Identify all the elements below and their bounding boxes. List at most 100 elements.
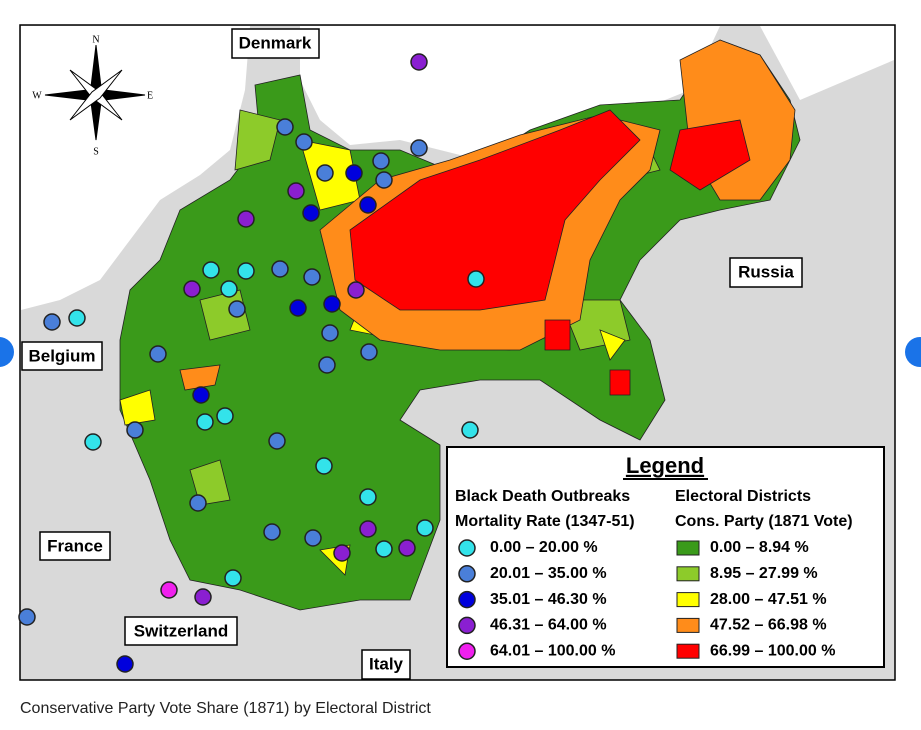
outbreak-dot [303, 268, 321, 286]
outbreak-dot [295, 133, 313, 151]
outbreak-dot [84, 433, 102, 451]
outbreak-dot [160, 581, 178, 599]
outbreak-dot [237, 262, 255, 280]
outbreak-dot [149, 345, 167, 363]
label-box [361, 649, 411, 680]
legend-label: 8.95 – 27.99 % [710, 565, 818, 582]
label-box [729, 257, 803, 288]
outbreak-dot [467, 270, 485, 288]
map: N S W E Denmark Russia Belgium France Sw… [18, 24, 896, 681]
baltic-sea [300, 26, 720, 160]
outbreak-dot [126, 421, 144, 439]
outbreak-dot [375, 171, 393, 189]
legend-swatch [458, 539, 476, 557]
outbreak-dot [345, 164, 363, 182]
outbreak-dot [183, 280, 201, 298]
outbreak-dot [333, 544, 351, 562]
outbreak-dot [302, 204, 320, 222]
legend-title: Legend [626, 453, 704, 478]
outbreak-dot [416, 519, 434, 537]
country-label: Switzerland [134, 621, 228, 640]
outbreak-dot [263, 523, 281, 541]
outbreak-dot [224, 569, 242, 587]
country-label: Russia [738, 262, 794, 281]
outbreak-dot [461, 421, 479, 439]
country-label: Belgium [28, 346, 95, 365]
legend-label: 35.01 – 46.30 % [490, 591, 607, 608]
outbreak-dot [323, 295, 341, 313]
legend-swatch [676, 617, 700, 633]
compass-rose [44, 44, 146, 141]
outbreak-dot [202, 261, 220, 279]
legend-swatch [676, 592, 700, 608]
legend-heading: Black Death Outbreaks [455, 488, 630, 505]
legend-label: 47.52 – 66.98 % [710, 617, 827, 634]
outbreak-dot [228, 300, 246, 318]
sea-east [760, 26, 894, 100]
caption: Conservative Party Vote Share (1871) by … [20, 700, 431, 717]
legend-swatch [458, 590, 476, 609]
outbreak-dot [189, 494, 207, 512]
outbreak-dot [375, 540, 393, 558]
legend-label: 28.00 – 47.51 % [710, 591, 827, 608]
label-box [21, 341, 103, 371]
outbreak-dot [359, 196, 377, 214]
legend-label: 0.00 – 8.94 % [710, 539, 809, 556]
outbreak-dot [347, 281, 365, 299]
compass-label: N [92, 34, 99, 45]
legend-heading: Electoral Districts [675, 488, 811, 505]
outbreak-dot [360, 343, 378, 361]
prev-button[interactable] [0, 337, 14, 367]
country-label: Italy [369, 654, 404, 673]
outbreak-dot [359, 488, 377, 506]
country-label: France [47, 536, 103, 555]
outbreak-dot [359, 520, 377, 538]
legend-swatch [676, 643, 700, 659]
legend-label: 64.01 – 100.00 % [490, 642, 615, 659]
outbreak-dot [196, 413, 214, 431]
compass-label: S [93, 146, 99, 157]
outbreak-dots [18, 53, 485, 673]
outbreak-dot [410, 53, 428, 71]
legend-subheading: Mortality Rate (1347-51) [455, 513, 635, 530]
outbreak-dot [216, 407, 234, 425]
outbreak-dot [43, 313, 61, 331]
outbreak-dot [318, 356, 336, 374]
label-box [231, 28, 320, 59]
legend-label: 46.31 – 64.00 % [490, 617, 607, 634]
legend-box [446, 446, 885, 668]
next-button[interactable] [905, 337, 921, 367]
compass-label: E [147, 90, 153, 101]
outbreak-dot [372, 152, 390, 170]
outbreak-dot [315, 457, 333, 475]
outbreak-dot [68, 309, 86, 327]
legend-subheading: Cons. Party (1871 Vote) [675, 513, 853, 530]
legend-swatch [676, 540, 700, 556]
outbreak-dot [18, 608, 36, 626]
outbreak-dot [276, 118, 294, 136]
outbreak-dot [268, 432, 286, 450]
outbreak-dot [237, 210, 255, 228]
legend-swatch [676, 566, 700, 582]
legend-swatch [458, 565, 476, 583]
legend-label: 20.01 – 35.00 % [490, 565, 607, 582]
outbreak-dot [271, 260, 289, 278]
outbreak-dot [398, 539, 416, 557]
outbreak-dot [289, 299, 307, 317]
outbreak-dot [220, 280, 238, 298]
legend-swatch [458, 616, 476, 635]
legend-swatch [458, 642, 476, 660]
outbreak-dot [194, 588, 212, 606]
outbreak-dot [192, 386, 210, 404]
legend-label: 66.99 – 100.00 % [710, 642, 835, 659]
outbreak-dot [410, 139, 428, 157]
red-districts [349, 109, 751, 396]
outbreak-dot [316, 164, 334, 182]
outbreak-dot [287, 182, 305, 200]
label-box [124, 616, 238, 646]
outbreak-dot [304, 529, 322, 547]
outbreak-dot [116, 655, 134, 673]
country-label: Denmark [239, 33, 312, 52]
label-box [39, 531, 111, 561]
outbreak-dot [321, 324, 339, 342]
